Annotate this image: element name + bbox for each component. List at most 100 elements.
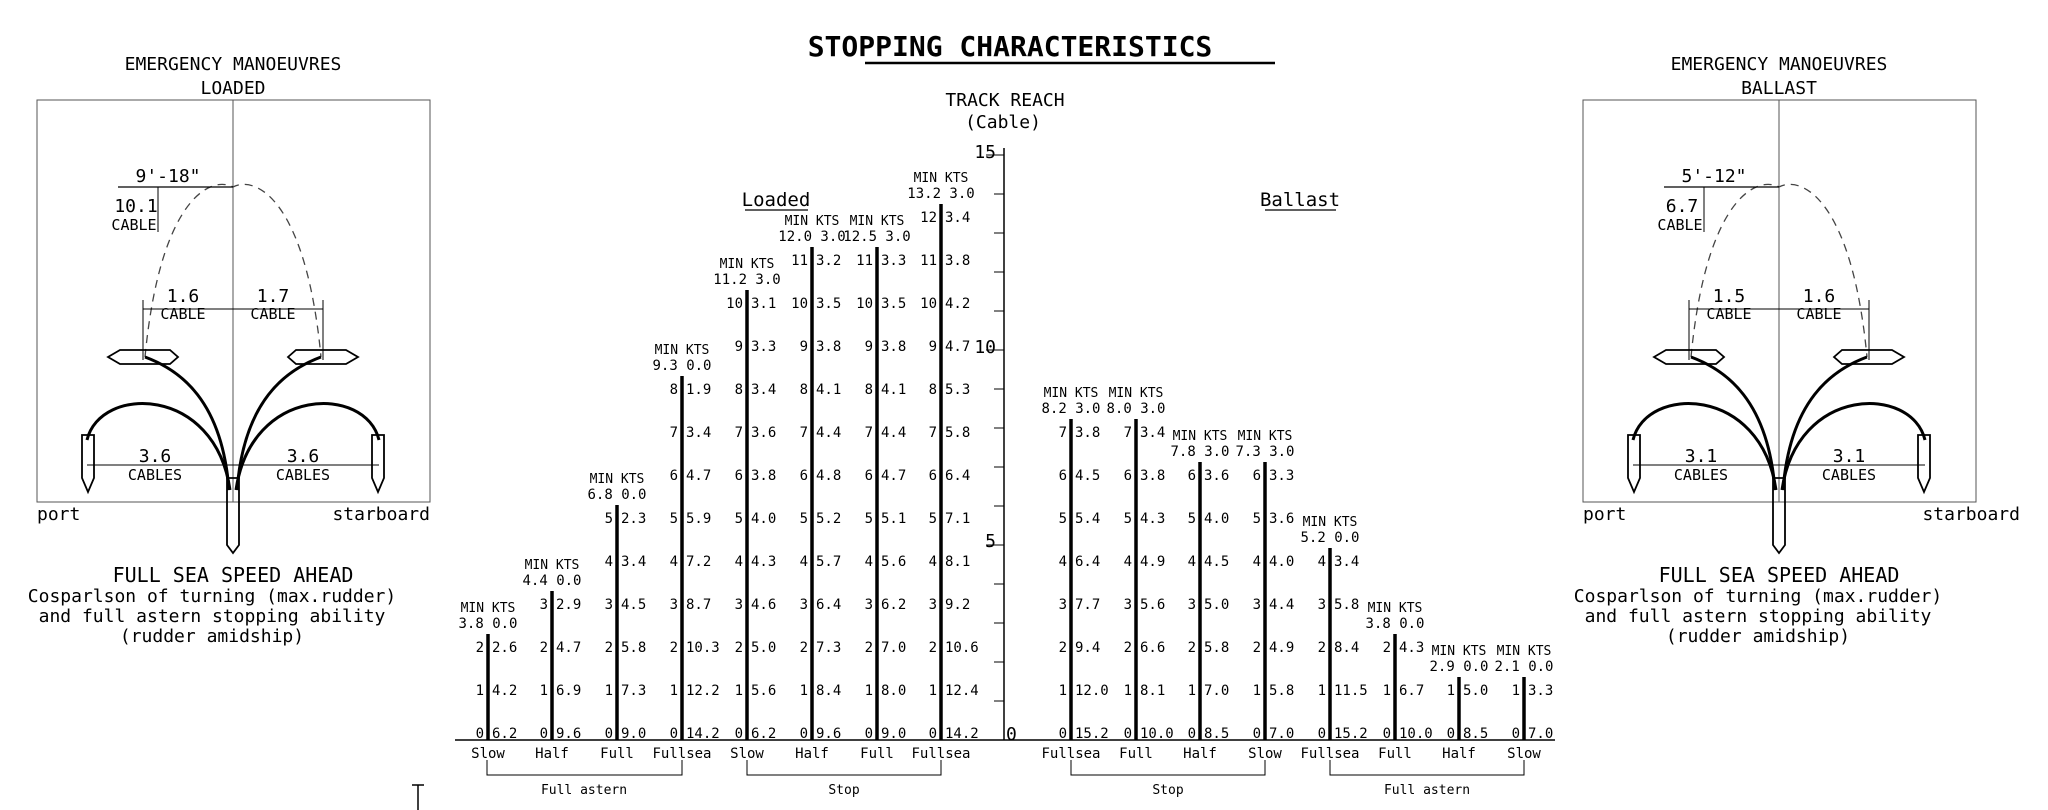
column-minute-label: 1 (800, 683, 808, 699)
column-speed-label: 4.4 (1269, 597, 1294, 613)
column-head-label: MIN KTS (1109, 386, 1164, 401)
ballast-stop-bracket (1070, 760, 1266, 776)
column-head-values: 7.8 3.0 (1170, 444, 1229, 460)
column-category-label: Full (1378, 746, 1412, 762)
column-speed-label: 2.6 (492, 640, 517, 656)
column-head-values: 8.2 3.0 (1041, 401, 1100, 417)
y-tick-label-10: 10 (974, 337, 996, 358)
column-head-values: 5.2 0.0 (1300, 530, 1359, 546)
column-speed-label: 8.4 (1334, 640, 1359, 656)
column-head-label: MIN KTS (525, 558, 580, 573)
column-head-label: MIN KTS (461, 601, 516, 616)
column-head-values: 6.8 0.0 (587, 487, 646, 503)
column-head-label: MIN KTS (1044, 386, 1099, 401)
column-minute-label: 2 (1318, 640, 1326, 656)
column-category-label: Full (860, 746, 894, 762)
loaded-tactical-left: 3.6 (139, 446, 172, 467)
column-minute-label: 9 (800, 339, 808, 355)
column-minute-label: 6 (1253, 468, 1261, 484)
column-minute-label: 1 (1512, 683, 1520, 699)
column-minute-label: 0 (1447, 726, 1455, 742)
column-category-label: Fullsea (1041, 746, 1100, 762)
loaded-turn-arc-inner-left (144, 355, 231, 491)
column-speed-label: 3.8 (1075, 425, 1100, 441)
loaded-ship-right-icon (286, 349, 360, 365)
column-speed-label: 2.3 (621, 511, 646, 527)
column-minute-label: 2 (476, 640, 484, 656)
column-speed-label: 3.4 (686, 425, 711, 441)
page-title: STOPPING CHARACTERISTICS (808, 30, 1213, 63)
column-minute-label: 5 (865, 511, 873, 527)
ballast-starboard-label: starboard (1922, 504, 2020, 525)
ballast-advance-unit: CABLE (1657, 216, 1702, 234)
column-speed-label: 3.4 (1334, 554, 1359, 570)
column-minute-label: 0 (1512, 726, 1520, 742)
column-speed-label: 4.2 (492, 683, 517, 699)
column-minute-label: 4 (735, 554, 743, 570)
column-speed-label: 5.7 (816, 554, 841, 570)
loaded-transfer-left: 1.6 (167, 286, 200, 307)
column-minute-label: 4 (929, 554, 937, 570)
loaded-panel-title: EMERGENCY MANOEUVRES (125, 54, 342, 75)
ballast-transfer-left: 1.5 (1713, 286, 1746, 307)
column-speed-label: 6.4 (945, 468, 970, 484)
column-speed-label: 4.4 (881, 425, 906, 441)
column-speed-label: 4.7 (881, 468, 906, 484)
column-speed-label: 3.5 (816, 296, 841, 312)
column-speed-label: 4.3 (751, 554, 776, 570)
column-head-label: MIN KTS (850, 214, 905, 229)
ballast-transfer-left-unit: CABLE (1706, 305, 1751, 323)
loaded-group-label: Loaded (742, 189, 811, 211)
column-minute-label: 4 (605, 554, 613, 570)
column-minute-label: 5 (605, 511, 613, 527)
column-minute-label: 1 (1383, 683, 1391, 699)
column-head-values: 3.8 0.0 (1365, 616, 1424, 632)
column-speed-label: 4.5 (621, 597, 646, 613)
column-minute-label: 0 (1383, 726, 1391, 742)
column-category-label: Half (1183, 746, 1217, 762)
loaded-transfer-right: 1.7 (257, 286, 290, 307)
loaded-panel-subtitle: LOADED (200, 78, 265, 99)
column-category-label: Fullsea (911, 746, 970, 762)
column-minute-label: 1 (670, 683, 678, 699)
ballast-astern-bracket (1329, 760, 1525, 776)
ballast-ship-origin-icon (1772, 477, 1786, 555)
column-speed-label: 5.8 (1334, 597, 1359, 613)
column-category-label: Slow (471, 746, 505, 762)
column-head-label: MIN KTS (1238, 429, 1293, 444)
column-head-values: 7.3 3.0 (1235, 444, 1294, 460)
loaded-turn-arc-inner-right (235, 355, 322, 491)
column-minute-label: 10 (920, 296, 937, 312)
column-minute-label: 8 (929, 382, 937, 398)
column-speed-label: 6.2 (492, 726, 517, 742)
column-speed-label: 5.8 (1204, 640, 1229, 656)
column-speed-label: 4.0 (1204, 511, 1229, 527)
column-minute-label: 3 (1124, 597, 1132, 613)
column-speed-label: 5.6 (1140, 597, 1165, 613)
column-speed-label: 3.6 (1204, 468, 1229, 484)
column-speed-label: 4.5 (1075, 468, 1100, 484)
column-speed-label: 3.4 (945, 210, 970, 226)
column-minute-label: 1 (1188, 683, 1196, 699)
column-minute-label: 2 (929, 640, 937, 656)
column-minute-label: 3 (1188, 597, 1196, 613)
column-minute-label: 2 (540, 640, 548, 656)
column-speed-label: 3.5 (881, 296, 906, 312)
column-minute-label: 9 (735, 339, 743, 355)
column-speed-label: 7.3 (816, 640, 841, 656)
y-axis-ticks (986, 154, 1004, 741)
ballast-ship-port-icon (1627, 434, 1641, 495)
ballast-caption-4: (rudder amidship) (1666, 626, 1850, 647)
column-minute-label: 4 (1253, 554, 1261, 570)
column-minute-label: 6 (1124, 468, 1132, 484)
column-head-values: 4.4 0.0 (522, 573, 581, 589)
column-speed-label: 14.2 (686, 726, 720, 742)
column-speed-label: 3.8 (751, 468, 776, 484)
column-head-label: MIN KTS (1303, 515, 1358, 530)
column-minute-label: 1 (1124, 683, 1132, 699)
column-minute-label: 8 (735, 382, 743, 398)
column-speed-label: 11.5 (1334, 683, 1368, 699)
column-speed-label: 9.6 (556, 726, 581, 742)
column-head-values: 3.8 0.0 (458, 616, 517, 632)
column-minute-label: 0 (1188, 726, 1196, 742)
